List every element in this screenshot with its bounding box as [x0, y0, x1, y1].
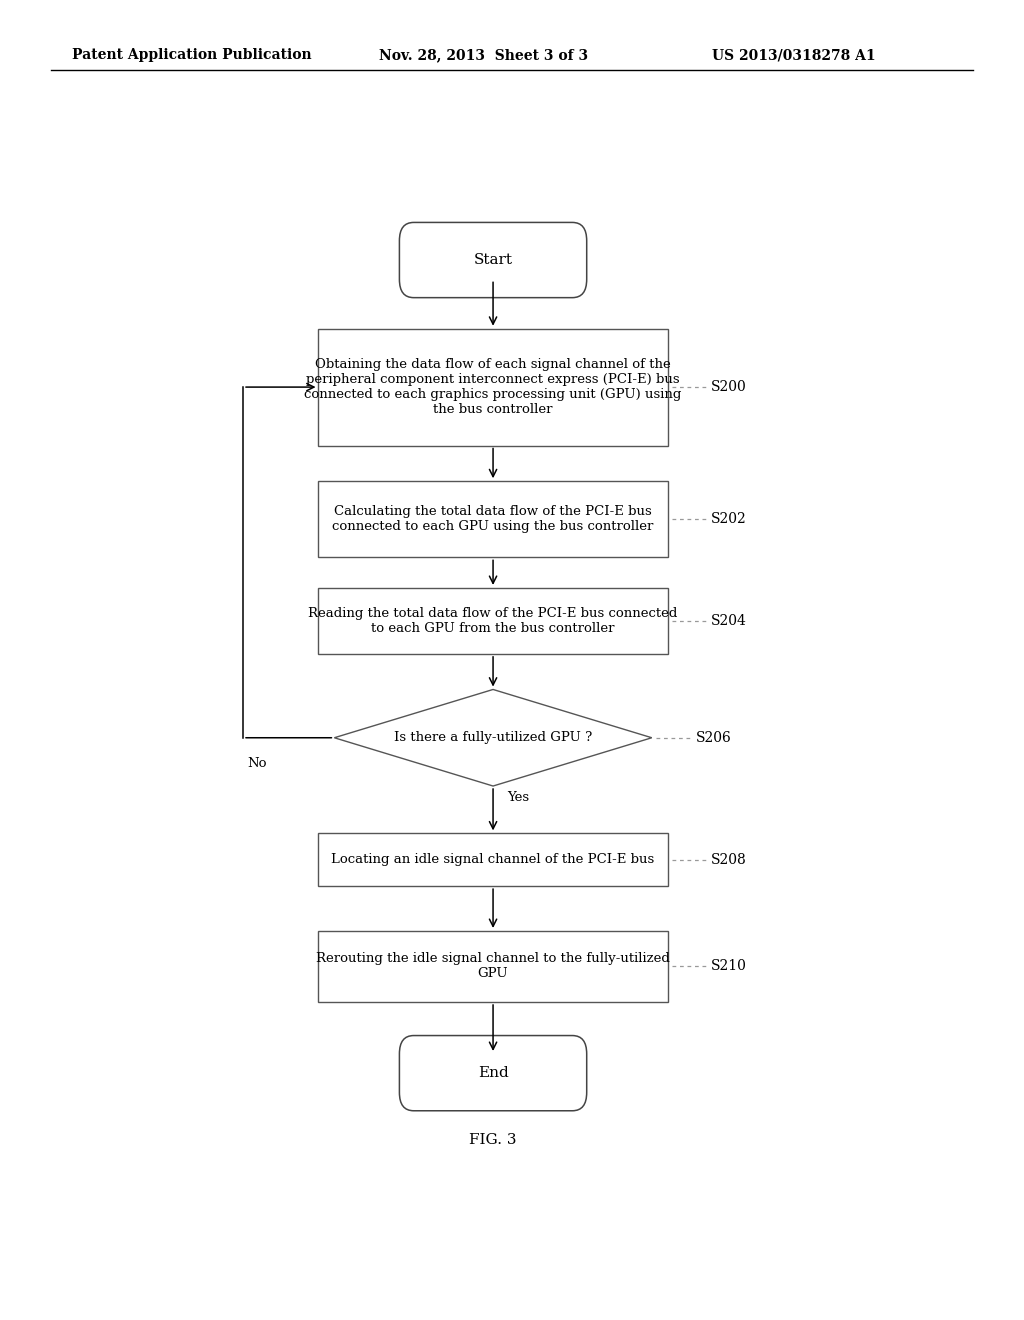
Text: Start: Start	[473, 253, 513, 267]
FancyBboxPatch shape	[399, 1036, 587, 1110]
Text: Patent Application Publication: Patent Application Publication	[72, 49, 311, 62]
Bar	[318, 480, 668, 557]
Text: S204: S204	[712, 614, 748, 628]
Text: No: No	[247, 756, 266, 770]
Polygon shape	[334, 689, 652, 785]
Bar	[318, 329, 668, 446]
Text: FIG. 3: FIG. 3	[469, 1133, 517, 1147]
Text: Obtaining the data flow of each signal channel of the
peripheral component inter: Obtaining the data flow of each signal c…	[304, 358, 682, 416]
Text: US 2013/0318278 A1: US 2013/0318278 A1	[712, 49, 876, 62]
Text: Locating an idle signal channel of the PCI-E bus: Locating an idle signal channel of the P…	[332, 853, 654, 866]
Text: S208: S208	[712, 853, 748, 867]
Text: Nov. 28, 2013  Sheet 3 of 3: Nov. 28, 2013 Sheet 3 of 3	[379, 49, 588, 62]
Text: Rerouting the idle signal channel to the fully-utilized
GPU: Rerouting the idle signal channel to the…	[316, 953, 670, 981]
Text: S210: S210	[712, 960, 748, 973]
Bar	[318, 587, 668, 653]
Text: Yes: Yes	[507, 791, 529, 804]
Text: S206: S206	[695, 731, 731, 744]
Text: Is there a fully-utilized GPU ?: Is there a fully-utilized GPU ?	[394, 731, 592, 744]
Bar	[318, 931, 668, 1002]
Text: Calculating the total data flow of the PCI-E bus
connected to each GPU using the: Calculating the total data flow of the P…	[333, 506, 653, 533]
Text: End: End	[477, 1067, 509, 1080]
FancyBboxPatch shape	[399, 223, 587, 297]
Text: Reading the total data flow of the PCI-E bus connected
to each GPU from the bus : Reading the total data flow of the PCI-E…	[308, 607, 678, 635]
Text: S200: S200	[712, 380, 748, 395]
Text: S202: S202	[712, 512, 748, 527]
Bar	[318, 833, 668, 886]
